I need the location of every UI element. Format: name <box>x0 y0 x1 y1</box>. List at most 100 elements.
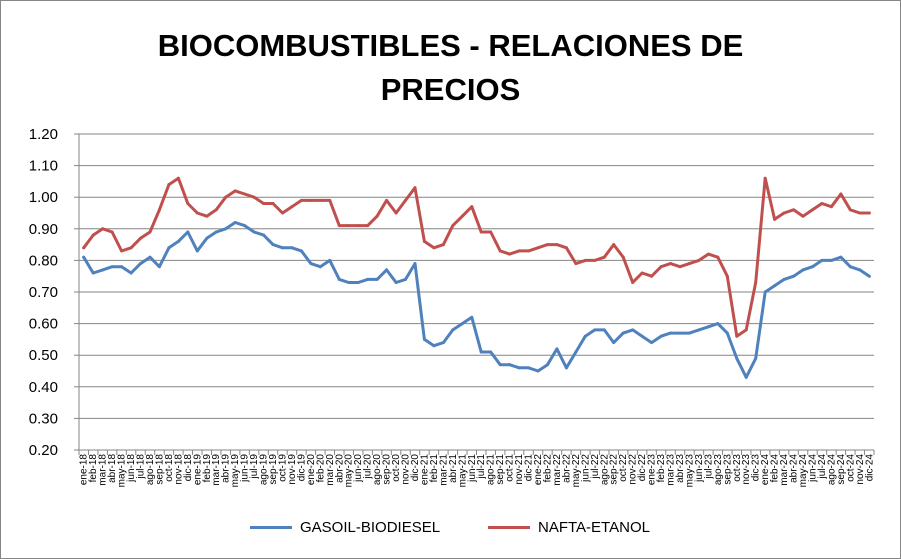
data-point-1-28 <box>347 224 351 228</box>
data-point-1-24 <box>309 198 313 202</box>
data-point-0-0 <box>82 255 86 259</box>
x-tick-label-15: abr-19 <box>221 454 232 483</box>
x-tick-label-16: may-19 <box>230 454 241 488</box>
data-point-0-54 <box>593 328 597 332</box>
data-point-0-5 <box>129 271 133 275</box>
legend: GASOIL-BIODIESEL NAFTA-ETANOL <box>0 516 901 538</box>
data-point-0-45 <box>508 363 512 367</box>
data-point-0-12 <box>195 249 199 253</box>
data-point-1-46 <box>517 249 521 253</box>
data-point-0-72 <box>763 290 767 294</box>
x-tick-label-5: jun-18 <box>126 454 137 483</box>
x-tick-label-70: nov-23 <box>741 454 752 485</box>
x-tick-label-9: oct-18 <box>164 454 175 482</box>
data-point-0-49 <box>545 363 549 367</box>
x-tick-label-61: feb-23 <box>656 454 667 483</box>
data-point-0-1 <box>91 271 95 275</box>
x-tick-label-71: dic-23 <box>751 454 762 482</box>
data-point-0-24 <box>309 262 313 266</box>
data-point-1-43 <box>489 230 493 234</box>
chart-title-line-1: BIOCOMBUSTIBLES - RELACIONES DE <box>157 28 744 63</box>
data-point-0-35 <box>413 262 417 266</box>
data-point-1-1 <box>91 233 95 237</box>
data-point-1-79 <box>829 205 833 209</box>
data-point-1-32 <box>385 198 389 202</box>
x-tick-label-41: jun-21 <box>467 454 478 483</box>
data-point-1-38 <box>441 243 445 247</box>
data-point-0-60 <box>650 341 654 345</box>
data-point-1-77 <box>810 208 814 212</box>
data-point-1-20 <box>271 202 275 206</box>
legend-swatch-0 <box>250 525 292 529</box>
data-point-1-35 <box>413 186 417 190</box>
data-point-0-44 <box>498 363 502 367</box>
x-tick-label-80: sep-24 <box>836 454 847 485</box>
data-point-0-36 <box>422 337 426 341</box>
data-point-1-71 <box>754 281 758 285</box>
data-point-0-51 <box>564 366 568 370</box>
y-tick-label-10: 0.20 <box>29 442 58 459</box>
data-point-1-52 <box>574 262 578 266</box>
data-point-1-72 <box>763 176 767 180</box>
x-tick-label-76: may-24 <box>798 454 809 488</box>
x-tick-label-10: nov-18 <box>173 454 184 485</box>
legend-swatch-1 <box>488 525 530 529</box>
data-point-1-61 <box>659 265 663 269</box>
x-tick-label-47: dic-21 <box>524 454 535 482</box>
data-point-1-59 <box>640 271 644 275</box>
data-point-1-82 <box>858 211 862 215</box>
data-point-1-75 <box>792 208 796 212</box>
data-point-1-40 <box>460 214 464 218</box>
x-tick-label-46: nov-21 <box>514 454 525 485</box>
x-tick-label-0: ene-18 <box>79 454 90 486</box>
data-point-0-67 <box>716 322 720 326</box>
data-point-0-66 <box>706 325 710 329</box>
data-point-0-11 <box>186 230 190 234</box>
data-point-0-22 <box>290 246 294 250</box>
data-point-0-82 <box>858 268 862 272</box>
data-point-1-49 <box>545 243 549 247</box>
x-tick-label-29: jun-20 <box>353 454 364 483</box>
x-tick-label-19: ago-19 <box>259 454 270 486</box>
data-point-1-33 <box>394 211 398 215</box>
x-tick-label-51: abr-22 <box>561 454 572 483</box>
x-tick-label-28: may-20 <box>344 454 355 488</box>
x-tick-label-72: ene-24 <box>760 454 771 486</box>
x-tick-label-11: dic-18 <box>183 454 194 482</box>
data-point-1-39 <box>451 224 455 228</box>
chart-title: BIOCOMBUSTIBLES - RELACIONES DE PRECIOS <box>0 24 901 112</box>
data-point-1-2 <box>101 227 105 231</box>
data-point-0-9 <box>167 246 171 250</box>
data-point-1-53 <box>583 258 587 262</box>
data-point-0-74 <box>782 277 786 281</box>
x-tick-label-23: dic-19 <box>296 454 307 482</box>
x-tick-label-7: ago-18 <box>145 454 156 486</box>
data-point-1-63 <box>678 265 682 269</box>
data-point-1-11 <box>186 202 190 206</box>
data-point-1-81 <box>848 208 852 212</box>
data-point-1-78 <box>820 202 824 206</box>
data-point-1-48 <box>536 246 540 250</box>
legend-item-0: GASOIL-BIODIESEL <box>250 516 440 538</box>
y-tick-label-7: 0.50 <box>29 347 58 364</box>
x-tick-label-50: mar-22 <box>552 454 563 486</box>
data-point-0-69 <box>735 356 739 360</box>
data-point-1-41 <box>470 205 474 209</box>
data-point-1-5 <box>129 246 133 250</box>
y-tick-label-4: 0.80 <box>29 252 58 269</box>
data-point-1-29 <box>356 224 360 228</box>
data-point-1-13 <box>205 214 209 218</box>
x-tick-label-1: feb-18 <box>88 454 99 483</box>
data-point-1-76 <box>801 214 805 218</box>
data-point-0-6 <box>139 262 143 266</box>
data-point-1-19 <box>262 202 266 206</box>
data-point-1-21 <box>280 211 284 215</box>
data-point-1-55 <box>602 255 606 259</box>
data-point-1-3 <box>110 230 114 234</box>
x-tick-label-25: feb-20 <box>315 454 326 483</box>
x-tick-label-79: ago-24 <box>826 454 837 486</box>
data-point-1-15 <box>224 195 228 199</box>
data-point-0-65 <box>697 328 701 332</box>
data-point-1-64 <box>687 262 691 266</box>
